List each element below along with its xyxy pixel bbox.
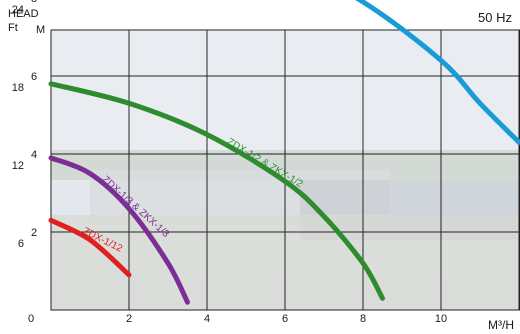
series-line [48, 81, 385, 301]
y-tick-label-m: 4 [31, 149, 37, 161]
y-tick-label-ft: 6 [18, 238, 24, 250]
x-tick-label: 6 [282, 313, 288, 325]
x-tick-label: 4 [204, 313, 210, 325]
y-unit-m: M [36, 24, 46, 36]
x-tick-label: 8 [360, 313, 366, 325]
y-unit-ft: Ft [8, 22, 18, 34]
series-line [48, 155, 190, 305]
series-line [355, 0, 520, 145]
y-tick-label-m: 8 [31, 0, 37, 5]
x-tick-label: 10 [435, 313, 447, 325]
x-axis-unit: M³/H [488, 318, 514, 332]
series-0: ZDX-3/4 & ZKX-3/4 [355, 0, 520, 145]
y-axis-title: HEAD [8, 8, 39, 20]
tick-labels: 02468102468101261218243036 [12, 0, 447, 325]
x-tick-label: 0 [28, 313, 34, 325]
y-tick-label-m: 6 [31, 71, 37, 83]
y-tick-label-m: 2 [31, 227, 37, 239]
frequency-label: 50 Hz [478, 10, 512, 25]
y-tick-label-ft: 18 [12, 82, 24, 94]
y-tick-label-ft: 24 [12, 4, 24, 16]
series-line [48, 217, 132, 278]
x-tick-label: 2 [126, 313, 132, 325]
y-tick-label-ft: 12 [12, 160, 24, 172]
